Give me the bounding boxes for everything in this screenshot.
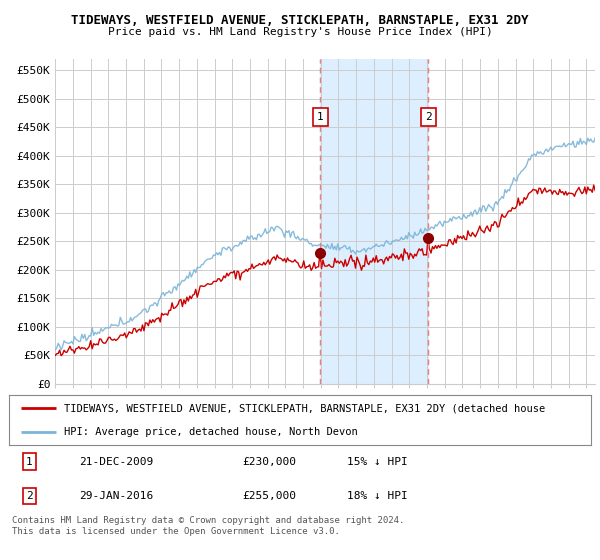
Text: £255,000: £255,000 <box>242 491 296 501</box>
Text: HPI: Average price, detached house, North Devon: HPI: Average price, detached house, Nort… <box>64 427 358 437</box>
Text: Price paid vs. HM Land Registry's House Price Index (HPI): Price paid vs. HM Land Registry's House … <box>107 27 493 37</box>
Text: TIDEWAYS, WESTFIELD AVENUE, STICKLEPATH, BARNSTAPLE, EX31 2DY (detached house: TIDEWAYS, WESTFIELD AVENUE, STICKLEPATH,… <box>64 403 545 413</box>
Text: Contains HM Land Registry data © Crown copyright and database right 2024.
This d: Contains HM Land Registry data © Crown c… <box>12 516 404 536</box>
Text: 2: 2 <box>425 112 432 122</box>
Text: 1: 1 <box>317 112 323 122</box>
Text: 18% ↓ HPI: 18% ↓ HPI <box>347 491 407 501</box>
Text: 1: 1 <box>26 456 33 466</box>
Text: 2: 2 <box>26 491 33 501</box>
Text: 15% ↓ HPI: 15% ↓ HPI <box>347 456 407 466</box>
Text: 21-DEC-2009: 21-DEC-2009 <box>79 456 153 466</box>
Bar <box>320 59 428 384</box>
Text: TIDEWAYS, WESTFIELD AVENUE, STICKLEPATH, BARNSTAPLE, EX31 2DY: TIDEWAYS, WESTFIELD AVENUE, STICKLEPATH,… <box>71 14 529 27</box>
Text: £230,000: £230,000 <box>242 456 296 466</box>
Text: 29-JAN-2016: 29-JAN-2016 <box>79 491 153 501</box>
